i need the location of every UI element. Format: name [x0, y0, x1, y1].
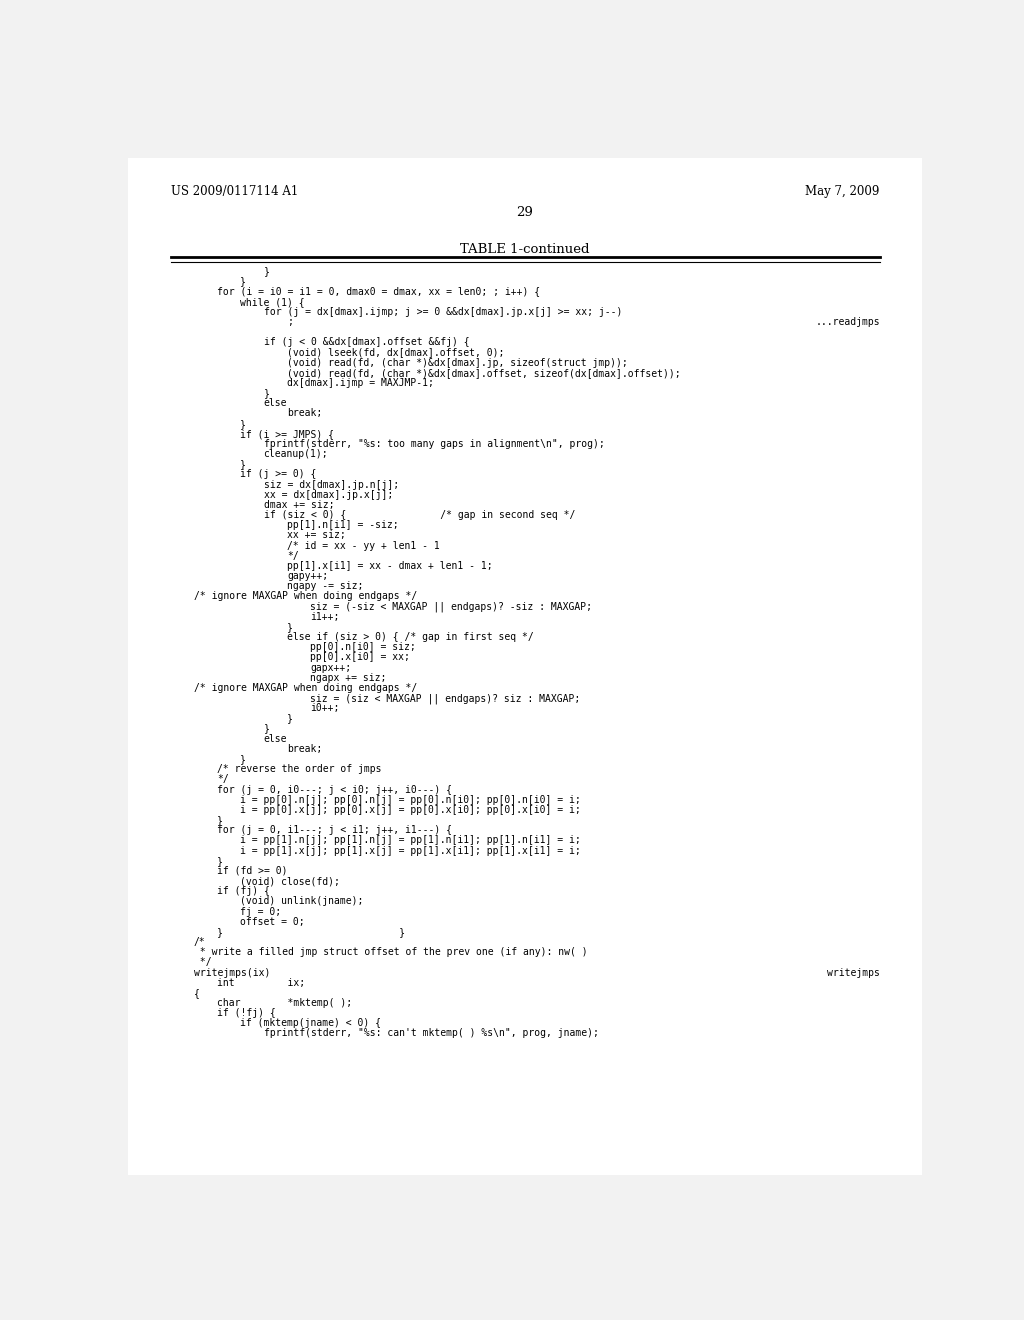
Text: if (j < 0 &&dx[dmax].offset &&fj) {: if (j < 0 &&dx[dmax].offset &&fj) { [263, 338, 469, 347]
Text: fprintf(stderr, "%s: too many gaps in alignment\n", prog);: fprintf(stderr, "%s: too many gaps in al… [263, 440, 604, 449]
Text: /* reverse the order of jmps: /* reverse the order of jmps [217, 764, 382, 775]
Text: /* ignore MAXGAP when doing endgaps */: /* ignore MAXGAP when doing endgaps */ [194, 591, 417, 602]
Text: writejmps: writejmps [826, 968, 880, 978]
Text: if (i >= JMPS) {: if (i >= JMPS) { [241, 429, 335, 438]
Text: if (siz < 0) {                /* gap in second seq */: if (siz < 0) { /* gap in second seq */ [263, 510, 575, 520]
Text: break;: break; [287, 408, 323, 418]
Text: break;: break; [287, 744, 323, 754]
Text: if (j >= 0) {: if (j >= 0) { [241, 470, 316, 479]
Text: ngapx += siz;: ngapx += siz; [310, 673, 386, 682]
Text: ;: ; [287, 317, 293, 327]
Text: {: { [194, 987, 200, 998]
Text: i = pp[0].x[j]; pp[0].x[j] = pp[0].x[i0]; pp[0].x[i0] = i;: i = pp[0].x[j]; pp[0].x[j] = pp[0].x[i0]… [241, 805, 582, 814]
Text: for (j = 0, i0---; j < i0; j++, i0---) {: for (j = 0, i0---; j < i0; j++, i0---) { [217, 784, 453, 795]
Text: /*: /* [194, 937, 206, 946]
Text: US 2009/0117114 A1: US 2009/0117114 A1 [171, 185, 298, 198]
Text: * write a filled jmp struct offset of the prev one (if any): nw( ): * write a filled jmp struct offset of th… [194, 948, 588, 957]
Text: ngapy -= siz;: ngapy -= siz; [287, 581, 364, 591]
Text: xx += siz;: xx += siz; [287, 531, 346, 540]
Text: (void) read(fd, (char *)&dx[dmax].jp, sizeof(struct jmp));: (void) read(fd, (char *)&dx[dmax].jp, si… [287, 358, 628, 368]
Text: }: } [263, 388, 269, 399]
Text: gapy++;: gapy++; [287, 572, 328, 581]
Text: cleanup(1);: cleanup(1); [263, 449, 329, 459]
Text: (void) unlink(jname);: (void) unlink(jname); [241, 896, 364, 907]
Text: }: } [241, 754, 246, 764]
Text: xx = dx[dmax].jp.x[j];: xx = dx[dmax].jp.x[j]; [263, 490, 393, 500]
Text: fprintf(stderr, "%s: can't mktemp( ) %s\n", prog, jname);: fprintf(stderr, "%s: can't mktemp( ) %s\… [263, 1028, 598, 1039]
Text: }: } [287, 622, 293, 632]
Text: siz = (-siz < MAXGAP || endgaps)? -siz : MAXGAP;: siz = (-siz < MAXGAP || endgaps)? -siz :… [310, 602, 592, 612]
Text: offset = 0;: offset = 0; [241, 916, 305, 927]
Text: gapx++;: gapx++; [310, 663, 351, 673]
Text: i = pp[0].n[j]; pp[0].n[j] = pp[0].n[i0]; pp[0].n[i0] = i;: i = pp[0].n[j]; pp[0].n[j] = pp[0].n[i0]… [241, 795, 582, 805]
Text: else: else [263, 399, 287, 408]
Text: if (fd >= 0): if (fd >= 0) [217, 866, 288, 876]
Text: */: */ [287, 550, 299, 561]
Text: i = pp[1].x[j]; pp[1].x[j] = pp[1].x[i1]; pp[1].x[i1] = i;: i = pp[1].x[j]; pp[1].x[j] = pp[1].x[i1]… [241, 846, 582, 855]
Text: }: } [263, 723, 269, 734]
Text: }: } [217, 855, 223, 866]
Text: /* ignore MAXGAP when doing endgaps */: /* ignore MAXGAP when doing endgaps */ [194, 682, 417, 693]
Text: else: else [263, 734, 287, 743]
Text: }: } [287, 713, 293, 723]
Text: pp[1].x[i1] = xx - dmax + len1 - 1;: pp[1].x[i1] = xx - dmax + len1 - 1; [287, 561, 493, 572]
Text: while (1) {: while (1) { [241, 297, 305, 306]
Text: if (!fj) {: if (!fj) { [217, 1008, 275, 1018]
Text: ...readjmps: ...readjmps [815, 317, 880, 327]
Text: May 7, 2009: May 7, 2009 [805, 185, 880, 198]
Text: if (mktemp(jname) < 0) {: if (mktemp(jname) < 0) { [241, 1018, 381, 1028]
Text: */: */ [217, 775, 229, 784]
Text: char        *mktemp( );: char *mktemp( ); [217, 998, 352, 1008]
Text: /* id = xx - yy + len1 - 1: /* id = xx - yy + len1 - 1 [287, 541, 439, 550]
Text: for (j = dx[dmax].ijmp; j >= 0 &&dx[dmax].jp.x[j] >= xx; j--): for (j = dx[dmax].ijmp; j >= 0 &&dx[dmax… [263, 306, 622, 317]
Text: (void) lseek(fd, dx[dmax].offset, 0);: (void) lseek(fd, dx[dmax].offset, 0); [287, 347, 504, 358]
Text: 29: 29 [516, 206, 534, 219]
Text: (void) read(fd, (char *)&dx[dmax].offset, sizeof(dx[dmax].offset));: (void) read(fd, (char *)&dx[dmax].offset… [287, 368, 681, 378]
Text: pp[0].n[i0] = siz;: pp[0].n[i0] = siz; [310, 643, 416, 652]
Text: dx[dmax].ijmp = MAXJMP-1;: dx[dmax].ijmp = MAXJMP-1; [287, 378, 434, 388]
Text: i0++;: i0++; [310, 704, 340, 713]
Text: writejmps(ix): writejmps(ix) [194, 968, 270, 978]
Text: for (j = 0, i1---; j < i1; j++, i1---) {: for (j = 0, i1---; j < i1; j++, i1---) { [217, 825, 453, 836]
Text: siz = (siz < MAXGAP || endgaps)? siz : MAXGAP;: siz = (siz < MAXGAP || endgaps)? siz : M… [310, 693, 581, 704]
Text: }: } [217, 814, 223, 825]
Text: }: } [241, 418, 246, 429]
Text: fj = 0;: fj = 0; [241, 907, 282, 916]
Text: pp[0].x[i0] = xx;: pp[0].x[i0] = xx; [310, 652, 410, 663]
Text: (void) close(fd);: (void) close(fd); [241, 876, 340, 886]
Text: TABLE 1-continued: TABLE 1-continued [460, 243, 590, 256]
Text: for (i = i0 = i1 = 0, dmax0 = dmax, xx = len0; ; i++) {: for (i = i0 = i1 = 0, dmax0 = dmax, xx =… [217, 286, 541, 297]
Text: else if (siz > 0) { /* gap in first seq */: else if (siz > 0) { /* gap in first seq … [287, 632, 534, 642]
Text: if (fj) {: if (fj) { [217, 886, 270, 896]
Text: */: */ [194, 957, 212, 968]
Text: dmax += siz;: dmax += siz; [263, 500, 334, 510]
Text: }: } [241, 459, 246, 470]
Text: i = pp[1].n[j]; pp[1].n[j] = pp[1].n[i1]; pp[1].n[i1] = i;: i = pp[1].n[j]; pp[1].n[j] = pp[1].n[i1]… [241, 836, 582, 845]
Text: }                              }: } } [217, 927, 406, 937]
Text: }: } [263, 267, 269, 276]
Text: pp[1].n[i1] = -siz;: pp[1].n[i1] = -siz; [287, 520, 398, 531]
Text: i1++;: i1++; [310, 611, 340, 622]
Text: }: } [241, 276, 246, 286]
Text: siz = dx[dmax].jp.n[j];: siz = dx[dmax].jp.n[j]; [263, 479, 398, 490]
Text: int         ix;: int ix; [217, 978, 305, 987]
